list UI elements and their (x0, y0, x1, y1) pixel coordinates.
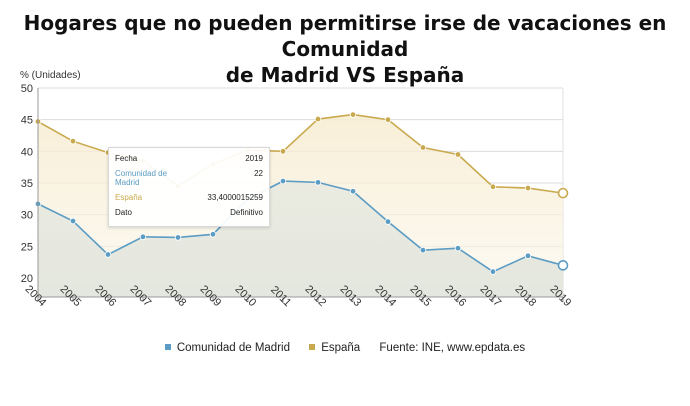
series-line-madrid (37, 180, 564, 273)
data-point-madrid (209, 231, 217, 238)
y-tick-label: 45 (21, 115, 33, 127)
chart-legend: Comunidad de Madrid España Fuente: INE, … (0, 342, 690, 354)
tooltip-espana-label: España (115, 193, 143, 202)
data-point-madrid (557, 260, 569, 271)
y-tick-label: 25 (21, 241, 33, 253)
data-point-madrid (279, 177, 287, 185)
data-point-madrid (349, 188, 357, 195)
data-point-madrid (384, 218, 392, 225)
y-tick-label: 50 (21, 83, 33, 95)
y-tick-label: 30 (21, 210, 33, 222)
tooltip-row-dato: Dato Definitivo (115, 208, 263, 217)
tooltip-madrid-label: Comunidad de Madrid (115, 169, 168, 187)
data-point-madrid (419, 246, 427, 254)
source-note: Fuente: INE, www.epdata.es (379, 342, 526, 354)
legend-label-madrid: Comunidad de Madrid (176, 342, 290, 354)
data-tooltip: Fecha 2019 Comunidad de Madrid 22 España… (108, 147, 270, 227)
data-point-madrid (489, 268, 497, 275)
data-point-espana (314, 115, 322, 123)
tooltip-row-fecha: Fecha 2019 (115, 154, 263, 163)
data-point-madrid (104, 251, 112, 258)
data-point-espana (349, 111, 357, 118)
legend-item-espana[interactable]: España (309, 342, 360, 354)
tooltip-fecha-value: 2019 (245, 154, 263, 163)
tooltip-row-madrid: Comunidad de Madrid 22 (115, 169, 263, 187)
tooltip-espana-value: 33,4000015259 (207, 193, 263, 202)
data-point-espana (69, 137, 77, 145)
y-axis-label: % (Unidades) (20, 70, 81, 81)
data-point-espana (279, 148, 287, 155)
data-point-espana (384, 116, 392, 123)
area-madrid (38, 181, 563, 297)
data-point-espana (419, 144, 427, 151)
tooltip-dato-label: Dato (115, 208, 132, 217)
chart-title-line-2: de Madrid VS España (225, 63, 465, 87)
data-point-madrid (139, 233, 147, 241)
tooltip-dato-value: Definitivo (230, 208, 263, 217)
legend-item-madrid[interactable]: Comunidad de Madrid (164, 342, 290, 354)
data-point-espana (454, 151, 462, 158)
y-tick-label: 20 (21, 273, 33, 285)
data-point-madrid (524, 252, 532, 260)
legend-label-espana: España (321, 342, 361, 354)
data-point-madrid (314, 179, 322, 186)
data-point-espana (489, 183, 497, 190)
chart-title-line-1: Hogares que no pueden permitirse irse de… (23, 11, 667, 61)
legend-swatch-madrid (164, 343, 171, 350)
data-point-madrid (174, 234, 182, 241)
data-point-espana (524, 184, 532, 192)
legend-swatch-espana (309, 343, 316, 350)
y-tick-label: 35 (21, 178, 33, 190)
data-point-madrid (69, 217, 77, 225)
chart-title: Hogares que no pueden permitirse irse de… (0, 10, 690, 88)
tooltip-madrid-value: 22 (254, 169, 263, 178)
tooltip-fecha-label: Fecha (115, 154, 138, 163)
tooltip-row-espana: España 33,4000015259 (115, 193, 263, 202)
data-point-madrid (454, 245, 462, 252)
data-point-espana (557, 187, 569, 199)
y-tick-label: 40 (21, 146, 33, 158)
